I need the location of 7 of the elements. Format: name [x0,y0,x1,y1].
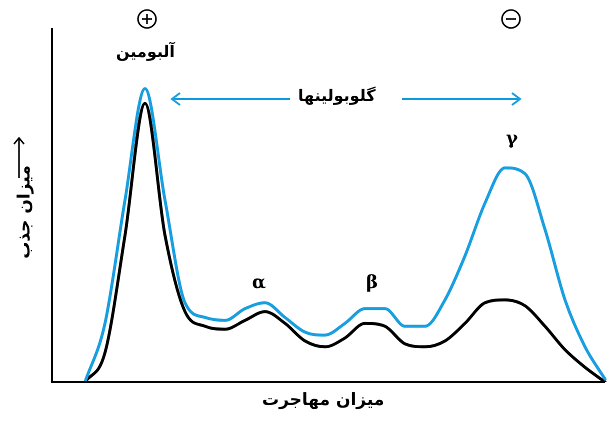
y-axis-title: میزان جذب [14,165,35,259]
annotation: β [366,272,378,293]
x-axis-title: میزان مهاجرت [262,390,384,410]
annotation: α [252,272,266,293]
annotation: γ [506,128,518,149]
annotation: گلوبولینها [298,86,376,105]
text: آلبومین [116,42,175,61]
